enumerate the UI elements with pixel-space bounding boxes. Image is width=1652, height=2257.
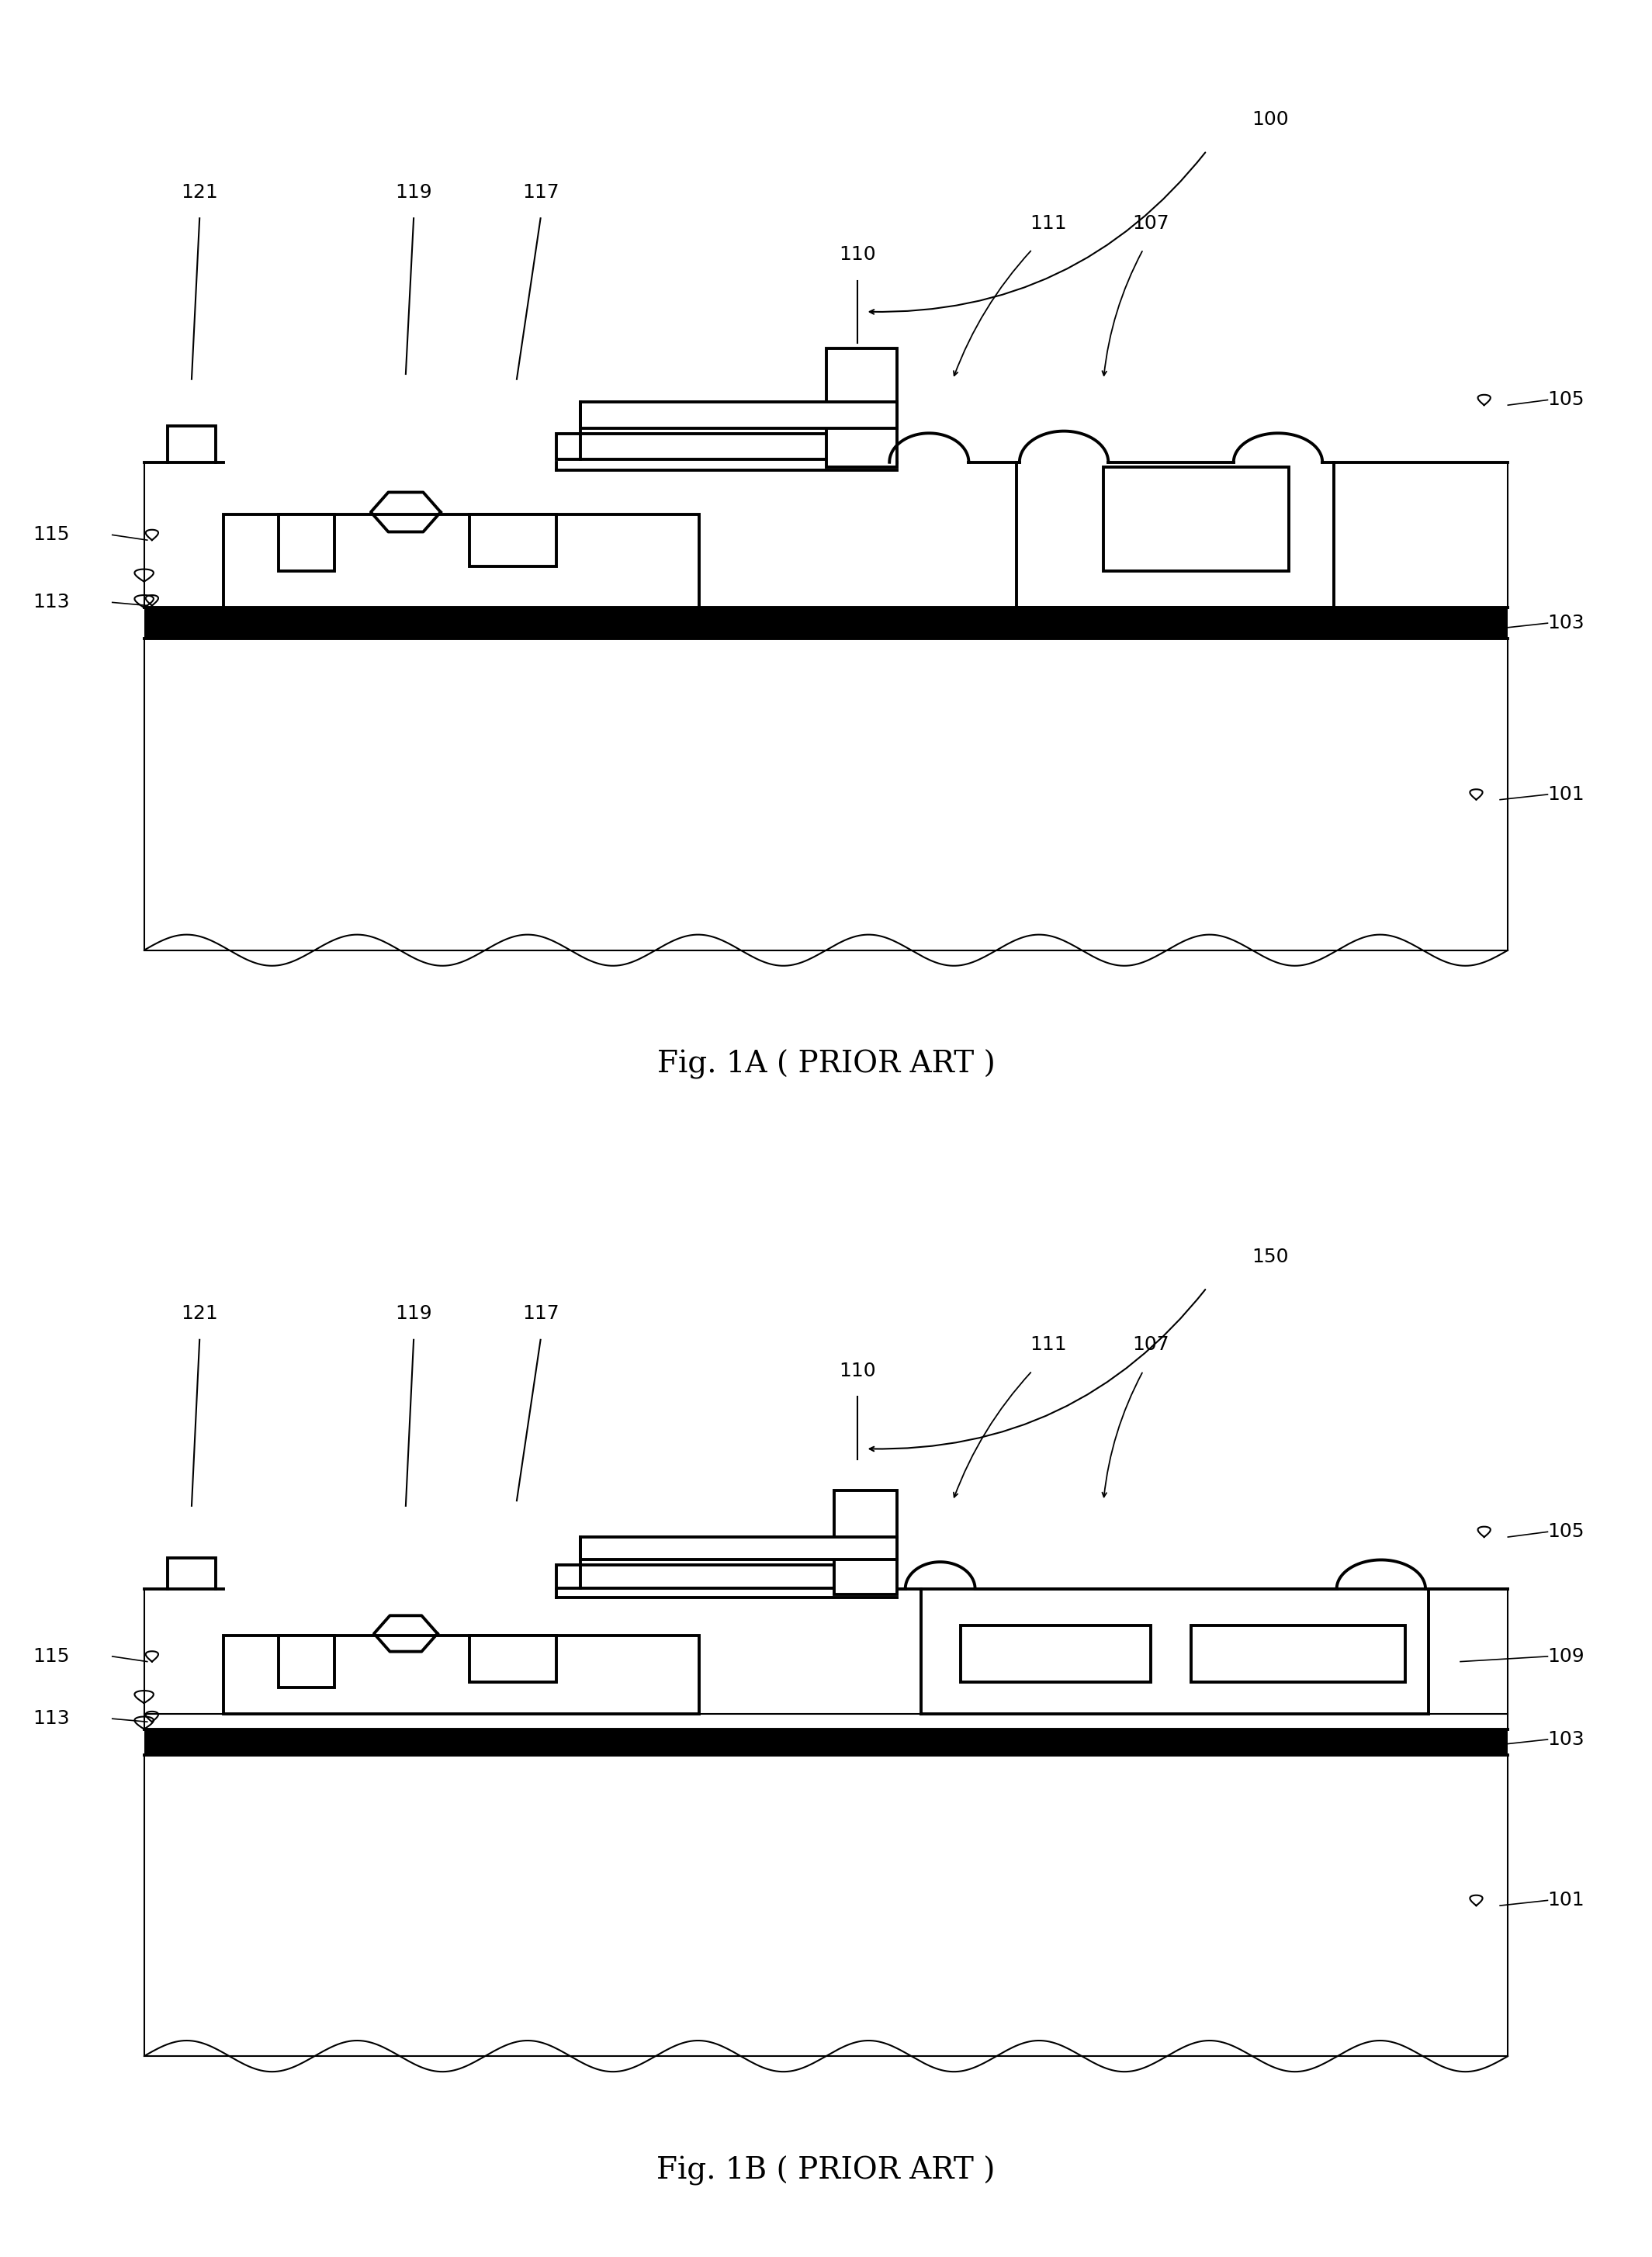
Text: 109: 109 xyxy=(1548,1648,1584,1666)
Text: 103: 103 xyxy=(1548,614,1584,632)
Text: 117: 117 xyxy=(522,1305,558,1323)
Bar xyxy=(169,1557,215,1589)
Text: 150: 150 xyxy=(1252,1248,1289,1266)
Text: 101: 101 xyxy=(1548,1891,1584,1909)
Bar xyxy=(580,402,897,429)
Text: 117: 117 xyxy=(522,183,558,201)
Bar xyxy=(223,1636,699,1713)
Text: 110: 110 xyxy=(839,246,876,264)
Bar xyxy=(961,1625,1151,1681)
Bar xyxy=(144,639,1508,950)
Text: 101: 101 xyxy=(1548,785,1584,803)
Bar xyxy=(580,1537,897,1560)
Bar xyxy=(834,1490,897,1593)
Text: 105: 105 xyxy=(1548,390,1584,409)
Bar xyxy=(279,515,334,571)
Text: 103: 103 xyxy=(1548,1731,1584,1749)
Bar xyxy=(144,1756,1508,2056)
Text: 121: 121 xyxy=(182,183,218,201)
Bar xyxy=(279,1636,334,1688)
Bar xyxy=(557,1564,866,1589)
Bar xyxy=(826,348,897,467)
Text: 119: 119 xyxy=(395,183,433,201)
Text: 113: 113 xyxy=(33,1709,69,1729)
Text: 115: 115 xyxy=(33,1648,69,1666)
Bar xyxy=(557,433,889,460)
Text: Fig. 1A ( PRIOR ART ): Fig. 1A ( PRIOR ART ) xyxy=(657,1050,995,1079)
Text: 119: 119 xyxy=(395,1305,433,1323)
Text: Fig. 1B ( PRIOR ART ): Fig. 1B ( PRIOR ART ) xyxy=(656,2155,996,2185)
Text: 105: 105 xyxy=(1548,1523,1584,1542)
Text: 121: 121 xyxy=(182,1305,218,1323)
Bar xyxy=(469,1636,557,1681)
Text: 113: 113 xyxy=(33,594,69,612)
Text: 100: 100 xyxy=(1252,111,1289,129)
Text: 111: 111 xyxy=(1029,1336,1067,1354)
Text: 110: 110 xyxy=(839,1361,876,1381)
Bar xyxy=(1191,1625,1404,1681)
Bar xyxy=(144,607,1508,639)
Text: 115: 115 xyxy=(33,526,69,544)
Bar xyxy=(144,1729,1508,1756)
Bar xyxy=(469,515,557,567)
Bar xyxy=(169,427,215,463)
Text: 107: 107 xyxy=(1133,214,1170,232)
Text: 107: 107 xyxy=(1133,1336,1170,1354)
Bar xyxy=(1104,467,1289,571)
Bar xyxy=(223,515,699,607)
Text: 111: 111 xyxy=(1029,214,1067,232)
